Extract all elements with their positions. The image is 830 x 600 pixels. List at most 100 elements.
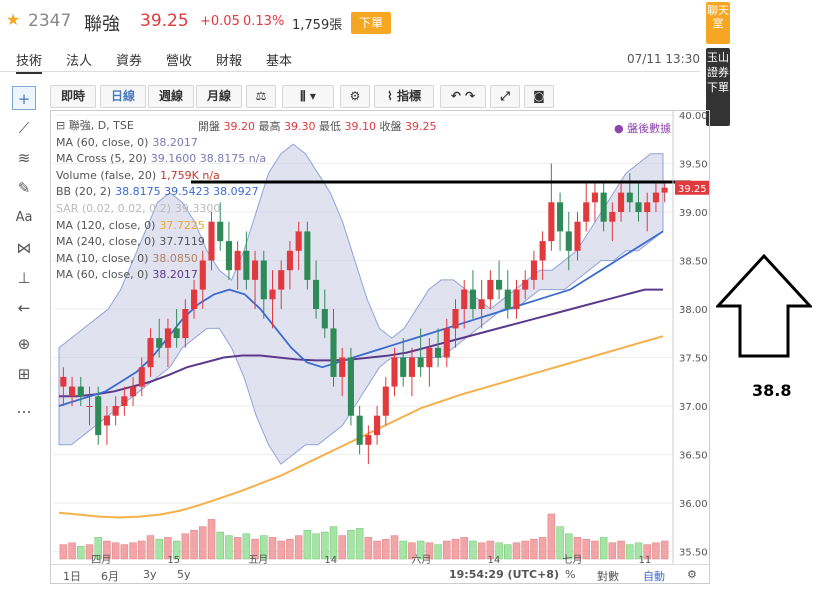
candle-body: [173, 328, 180, 339]
pattern-icon[interactable]: ⋈: [16, 239, 32, 257]
time-tick-label: 六月: [411, 554, 431, 565]
tab-financials[interactable]: 財報: [216, 54, 243, 69]
time-tick-label: 五月: [248, 554, 268, 565]
volume-bar: [303, 529, 312, 560]
price-tick-label: 37.50: [679, 354, 708, 365]
zoom-icon[interactable]: ⊕: [17, 335, 31, 353]
tab-margin[interactable]: 資券: [116, 54, 143, 69]
range-3y[interactable]: 3y: [143, 568, 157, 581]
volume-bar: [181, 533, 190, 560]
auto-toggle[interactable]: 自動: [643, 570, 665, 583]
log-toggle[interactable]: 對數: [597, 570, 619, 583]
volume-bar: [460, 537, 468, 560]
tab-institutional[interactable]: 法人: [66, 54, 93, 69]
volume-bar: [547, 513, 556, 560]
range-5y[interactable]: 5y: [177, 568, 191, 581]
legend-value: 37.7119: [159, 235, 205, 249]
chart-bottom-bar: 1日 6月 3y 5y 19:54:29 (UTC+8) % 對數 自動 ⚙: [51, 564, 709, 583]
volume-bar: [504, 544, 512, 560]
scale-icon[interactable]: ⚖: [246, 85, 276, 108]
measure-icon[interactable]: ⊥: [17, 269, 31, 287]
range-1d[interactable]: 1日: [63, 570, 81, 583]
monthly-button[interactable]: 月線: [196, 85, 242, 108]
candle-type-icon[interactable]: ⫼ ▾: [282, 85, 334, 108]
price-chart[interactable]: 40.00 39.50 39.00 38.50 38.00 37.50 37.00 36.50…: [51, 111, 709, 565]
legend-value: 38.2017: [152, 268, 198, 282]
ruler-icon[interactable]: ⊞: [17, 365, 31, 383]
after-hours-label: 盤後數據: [627, 122, 672, 135]
fullscreen-icon[interactable]: ⤢: [490, 85, 520, 108]
intraday-button[interactable]: 即時: [50, 85, 96, 108]
undo-redo-icon[interactable]: ↶ ↷: [440, 85, 486, 108]
after-hours-link[interactable]: ● 盤後數據: [614, 122, 672, 135]
candle-body: [374, 415, 381, 436]
volume-bar: [59, 544, 68, 560]
chart-area[interactable]: 40.00 39.50 39.00 38.50 38.00 37.50 37.00 36.50…: [50, 110, 710, 584]
candle-body: [313, 279, 320, 309]
volume-bar: [408, 542, 416, 560]
legend-row[interactable]: MA Cross (5, 20) 39.1600 38.8175 n/a: [56, 151, 266, 168]
indicators-icon: ⌇: [386, 89, 398, 103]
more-icon[interactable]: …: [16, 399, 32, 417]
legend-row[interactable]: MA (10, close, 0) 38.0850: [56, 251, 266, 268]
trade-button[interactable]: 下單: [351, 12, 391, 34]
price-tick-label: 39.50: [679, 160, 708, 171]
candle-body: [504, 289, 511, 309]
price-tick-label: 38.00: [679, 305, 708, 316]
legend-row[interactable]: BB (20, 2) 38.8175 39.5423 38.0927: [56, 184, 266, 201]
legend-row[interactable]: Volume (false, 20) 1,759K n/a: [56, 168, 266, 185]
drawing-tools: + ⟋ ≋ ✎ Aa ⋈ ⊥ ← ⊕ ⊞ …: [8, 84, 42, 584]
settings-icon[interactable]: ⚙: [687, 568, 697, 581]
legend-row[interactable]: MA (240, close, 0) 37.7119: [56, 234, 266, 251]
daily-button[interactable]: 日線: [100, 85, 146, 108]
arrow-left-icon[interactable]: ←: [17, 299, 31, 317]
volume-bar: [573, 537, 582, 560]
fib-icon[interactable]: ≋: [17, 149, 31, 167]
candle-body: [138, 367, 145, 387]
broker-order-button[interactable]: 玉山證券下單: [706, 48, 730, 126]
indicators-button[interactable]: ⌇ 指標: [374, 85, 434, 108]
camera-icon[interactable]: ◙: [524, 85, 554, 108]
candle-body: [365, 435, 372, 445]
tab-technical[interactable]: 技術: [16, 50, 43, 74]
brush-icon[interactable]: ✎: [17, 179, 31, 197]
crosshair-icon[interactable]: +: [12, 86, 36, 110]
weekly-button[interactable]: 週線: [148, 85, 194, 108]
text-icon[interactable]: Aa: [15, 210, 33, 225]
clock: 19:54:29 (UTC+8): [449, 568, 559, 581]
star-icon[interactable]: ★: [6, 10, 21, 29]
legend-row[interactable]: MA (60, close, 0) 38.2017: [56, 135, 266, 152]
legend-label: Volume (false, 20): [56, 168, 157, 182]
volume-bar: [164, 537, 172, 560]
ma-120-line: [59, 288, 663, 398]
tab-basic[interactable]: 基本: [266, 54, 293, 69]
candle-body: [461, 289, 468, 309]
volume-bar: [660, 540, 669, 560]
chat-room-button[interactable]: 聊天室: [706, 2, 730, 44]
legend-label: BB (20, 2): [56, 185, 112, 199]
legend-row[interactable]: SAR (0.02, 0.02, 0.2) 39.3300: [56, 201, 266, 218]
candle-body: [60, 376, 67, 387]
legend-row[interactable]: MA (60, close, 0) 38.2017: [56, 267, 266, 284]
candle-body: [130, 386, 137, 397]
candle-body: [330, 328, 337, 377]
candle-body: [260, 260, 267, 300]
candle-body: [234, 250, 241, 271]
collapse-icon[interactable]: ⊟: [56, 119, 69, 132]
tab-revenue[interactable]: 營收: [166, 54, 193, 69]
candle-body: [417, 357, 424, 368]
legend-label: MA (120, close, 0): [56, 218, 156, 232]
settings-icon[interactable]: ⚙: [340, 85, 370, 108]
trade-volume: 1,759張: [292, 18, 343, 33]
time-tick-label: 14: [488, 555, 501, 565]
candle-body: [208, 221, 215, 261]
price-tick-label: 37.00: [679, 402, 708, 413]
time-tick-label: 七月: [562, 554, 582, 565]
range-6m[interactable]: 6月: [101, 570, 119, 583]
trendline-icon[interactable]: ⟋: [18, 119, 30, 137]
candle-body: [539, 241, 546, 261]
volume-bar: [617, 540, 625, 560]
percent-toggle[interactable]: %: [565, 568, 576, 581]
candle-body: [478, 299, 485, 309]
legend-row[interactable]: MA (120, close, 0) 37.7225: [56, 218, 266, 235]
